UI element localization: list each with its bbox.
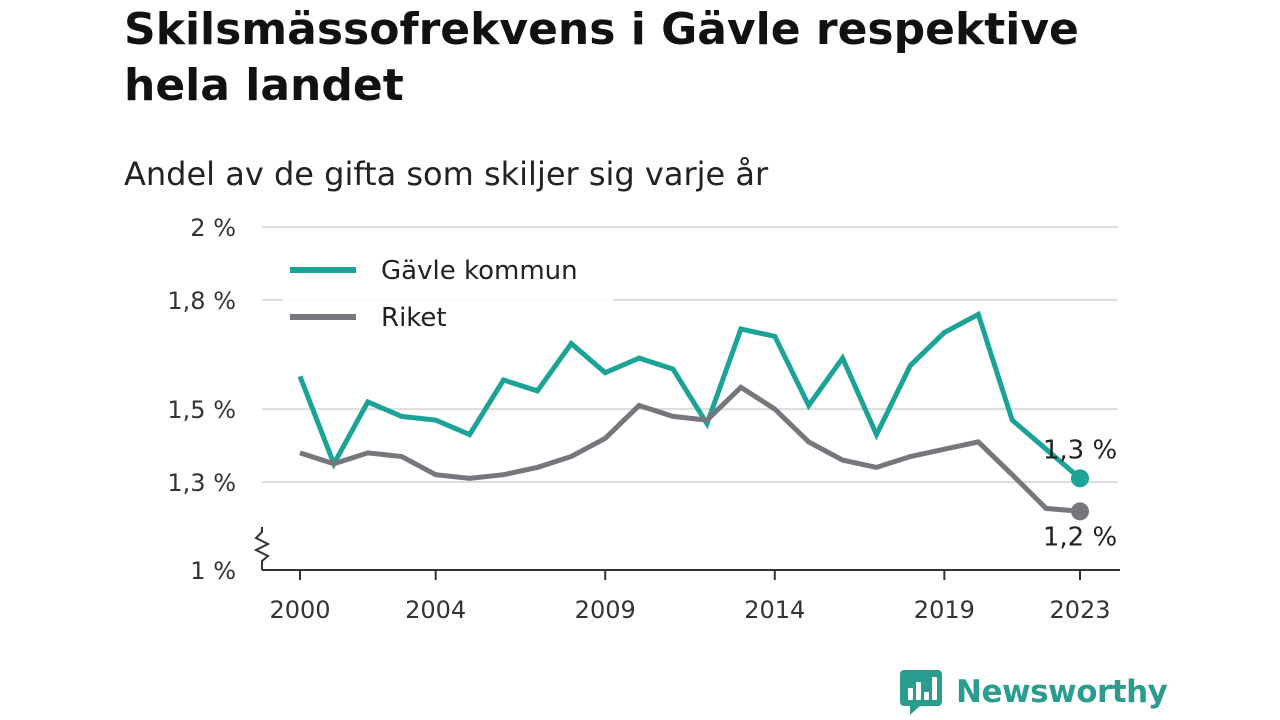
y-tick-label: 1,8 % — [167, 287, 236, 315]
brand-logo: Newsworthy — [900, 668, 1168, 716]
x-tick-label: 2000 — [269, 596, 330, 624]
end-value-label: 1,3 % — [1043, 435, 1117, 465]
series-line-0 — [297, 310, 1082, 481]
y-tick-label: 1,3 % — [167, 469, 236, 497]
brand-name: Newsworthy — [956, 674, 1168, 710]
axes: 1 % 1,3 % 1,5 % 1,8 % 2 % 2000 2004 2009 2014 201… — [167, 214, 1120, 624]
y-tick-label: 2 % — [190, 214, 236, 242]
axis-break-icon — [253, 527, 271, 570]
x-tick-label: 2019 — [914, 596, 975, 624]
chart-subtitle: Andel av de gifta som skiljer sig varje … — [124, 155, 769, 193]
x-tick-label: 2009 — [575, 596, 636, 624]
y-tick-label: 1,5 % — [167, 396, 236, 424]
series-lines — [297, 310, 1089, 521]
data-labels: 1,3 % 1,2 % — [1043, 435, 1117, 552]
legend-label: Riket — [381, 303, 447, 333]
series-end-point — [1071, 469, 1089, 488]
chart-title: Skilsmässofrekvens i Gävle respektive he… — [124, 4, 1079, 111]
series-end-point — [1071, 502, 1089, 521]
newsworthy-logo-icon — [900, 670, 942, 715]
x-tick-label: 2023 — [1049, 596, 1110, 624]
end-value-label: 1,2 % — [1043, 522, 1117, 552]
legend-label: Gävle kommun — [381, 256, 578, 286]
y-tick-label: 1 % — [190, 557, 236, 585]
legend: Gävle kommun Riket — [283, 250, 613, 337]
x-tick-label: 2014 — [744, 596, 805, 624]
x-tick-label: 2004 — [405, 596, 466, 624]
series-line-1 — [299, 384, 1081, 514]
